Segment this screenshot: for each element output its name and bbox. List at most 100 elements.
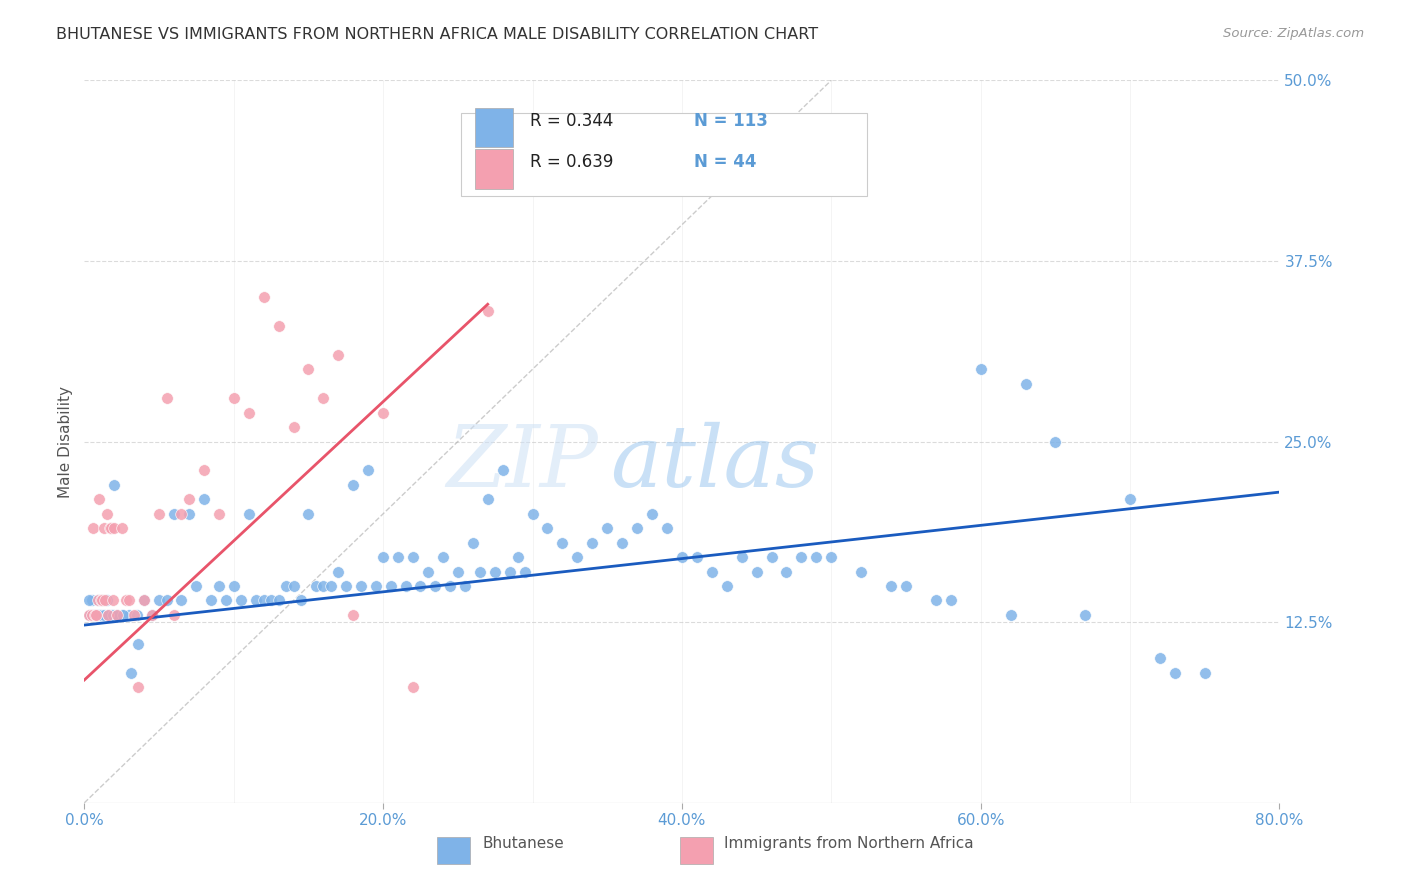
Point <box>115 593 138 607</box>
Point <box>1014 376 1036 391</box>
Point <box>87 593 110 607</box>
Point <box>551 535 574 549</box>
Point <box>319 579 342 593</box>
Point <box>305 579 328 593</box>
Point <box>82 607 104 622</box>
Point <box>186 579 208 593</box>
Point <box>1164 665 1187 680</box>
Point <box>94 593 117 607</box>
Point <box>522 507 544 521</box>
Point <box>111 607 134 622</box>
Point <box>86 607 108 622</box>
Point <box>335 579 357 593</box>
Point <box>83 607 105 622</box>
Point <box>105 607 128 622</box>
Point <box>103 521 125 535</box>
Point <box>155 593 177 607</box>
Point <box>91 593 114 607</box>
Point <box>86 607 108 622</box>
Point <box>238 406 260 420</box>
Point <box>253 593 276 607</box>
Point <box>373 406 395 420</box>
Point <box>96 507 118 521</box>
Point <box>806 550 828 565</box>
Point <box>357 463 380 477</box>
Text: Bhutanese: Bhutanese <box>482 837 564 851</box>
Point <box>671 550 693 565</box>
Point <box>125 607 148 622</box>
Point <box>267 593 290 607</box>
Point <box>148 507 170 521</box>
Point <box>416 565 439 579</box>
Point <box>132 593 156 607</box>
Point <box>208 507 231 521</box>
Point <box>118 593 141 607</box>
Point <box>499 565 522 579</box>
Point <box>163 607 186 622</box>
Point <box>761 550 783 565</box>
Point <box>141 607 163 622</box>
FancyBboxPatch shape <box>437 837 471 864</box>
Point <box>87 593 110 607</box>
Point <box>177 492 200 507</box>
Point <box>93 607 115 622</box>
Point <box>342 478 364 492</box>
Point <box>93 521 115 535</box>
Point <box>851 565 873 579</box>
Point <box>260 593 283 607</box>
Point <box>80 607 103 622</box>
Point <box>83 607 105 622</box>
Point <box>177 507 200 521</box>
Point <box>626 521 648 535</box>
Text: Immigrants from Northern Africa: Immigrants from Northern Africa <box>724 837 973 851</box>
Point <box>312 391 335 405</box>
Point <box>82 521 104 535</box>
Point <box>80 593 103 607</box>
Point <box>402 550 425 565</box>
Point <box>470 565 492 579</box>
Point <box>80 607 103 622</box>
Point <box>312 579 335 593</box>
Point <box>686 550 709 565</box>
Point <box>745 565 768 579</box>
Point <box>484 565 506 579</box>
Point <box>283 420 305 434</box>
Point <box>477 492 499 507</box>
Point <box>155 391 177 405</box>
Point <box>790 550 813 565</box>
Point <box>387 550 409 565</box>
Point <box>297 362 319 376</box>
Text: R = 0.639: R = 0.639 <box>530 153 613 171</box>
Point <box>492 463 515 477</box>
Point <box>148 593 170 607</box>
Point <box>290 593 312 607</box>
Point <box>1194 665 1216 680</box>
Point <box>267 318 290 333</box>
Point <box>477 304 499 318</box>
Point <box>170 593 193 607</box>
Point <box>89 607 111 622</box>
Point <box>122 607 145 622</box>
Point <box>274 579 297 593</box>
Text: Source: ZipAtlas.com: Source: ZipAtlas.com <box>1223 27 1364 40</box>
Point <box>461 535 484 549</box>
Point <box>880 579 903 593</box>
Point <box>163 507 186 521</box>
FancyBboxPatch shape <box>461 112 868 196</box>
Point <box>90 593 112 607</box>
Text: ZIP: ZIP <box>446 422 599 505</box>
Point <box>231 593 253 607</box>
Point <box>373 550 395 565</box>
Point <box>655 521 678 535</box>
Point <box>100 521 122 535</box>
Point <box>91 593 114 607</box>
Point <box>79 607 101 622</box>
Point <box>581 535 603 549</box>
Point <box>328 348 350 362</box>
Point <box>90 607 112 622</box>
Point <box>439 579 461 593</box>
Point <box>101 607 124 622</box>
Text: BHUTANESE VS IMMIGRANTS FROM NORTHERN AFRICA MALE DISABILITY CORRELATION CHART: BHUTANESE VS IMMIGRANTS FROM NORTHERN AF… <box>56 27 818 42</box>
Point <box>567 550 589 565</box>
Point <box>716 579 738 593</box>
